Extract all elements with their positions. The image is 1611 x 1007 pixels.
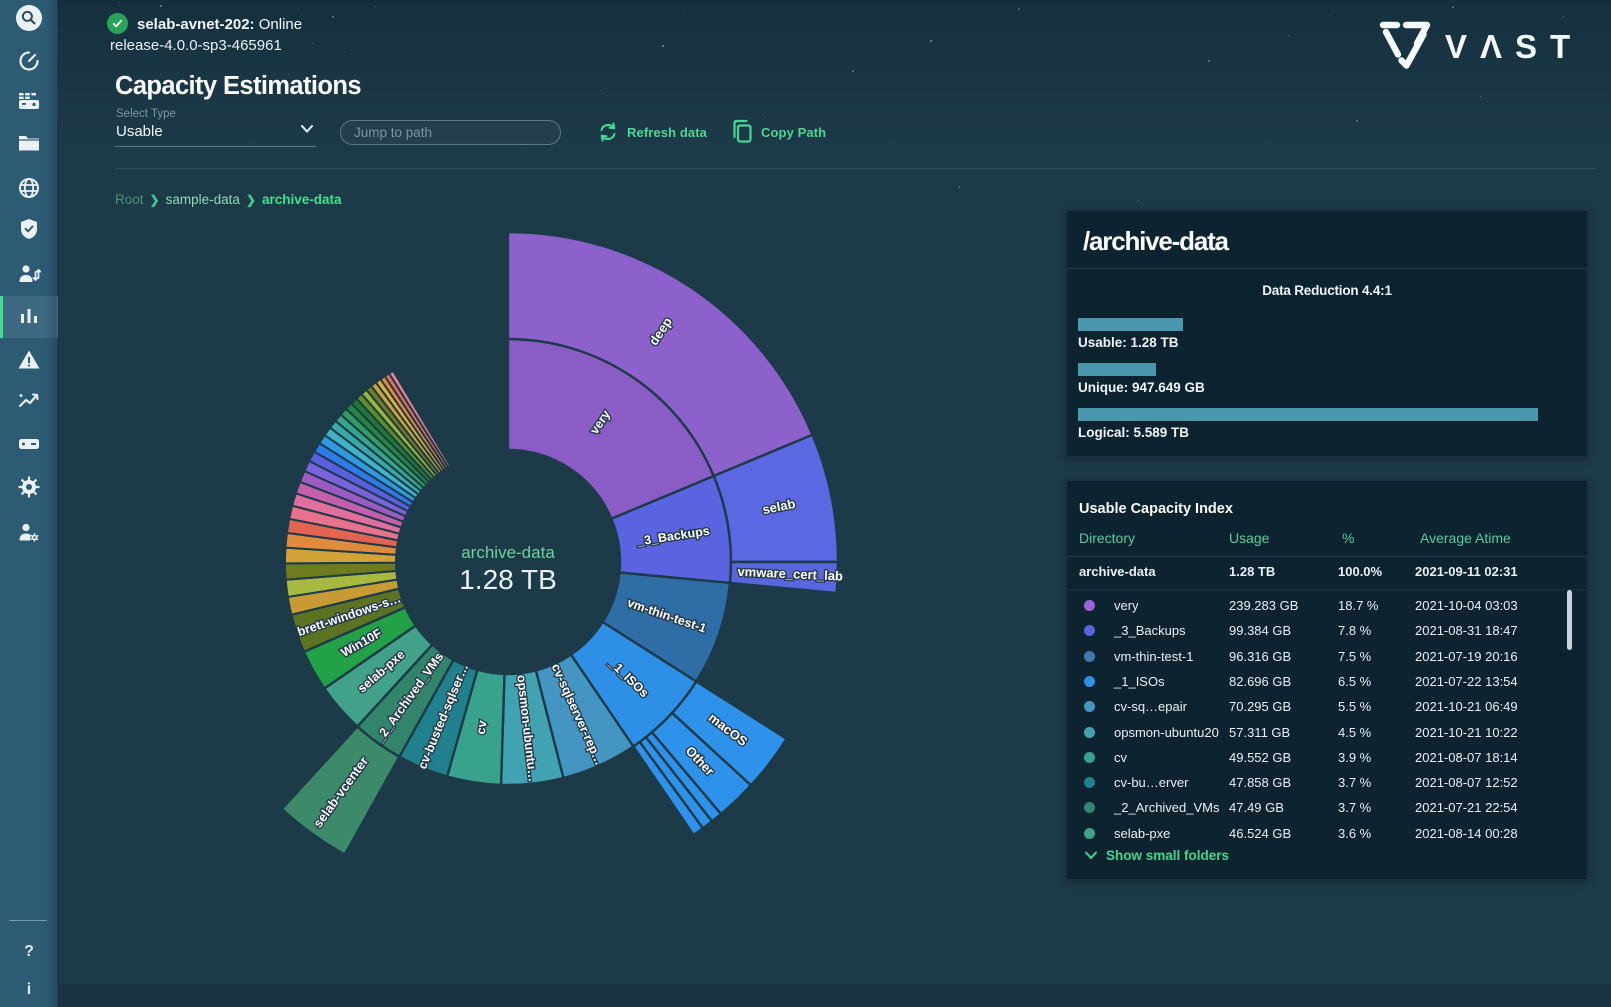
svg-text:cv: cv xyxy=(474,719,490,735)
svg-text:archive-data: archive-data xyxy=(461,543,555,562)
svg-text:VΛST: VΛST xyxy=(1445,28,1578,65)
svg-text:vmware_cert_lab: vmware_cert_lab xyxy=(737,564,843,584)
svg-text:1.28 TB: 1.28 TB xyxy=(459,564,557,595)
